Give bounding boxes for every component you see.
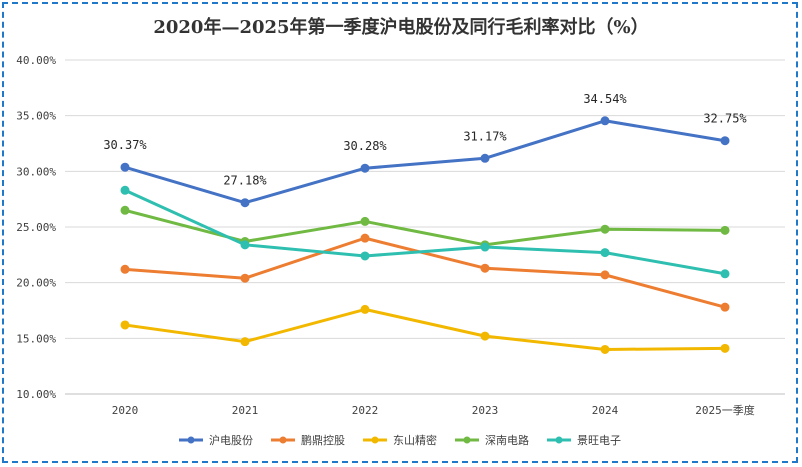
x-tick-label: 2023 <box>472 404 499 417</box>
legend-label: 沪电股份 <box>209 433 253 447</box>
series-5 <box>120 185 730 279</box>
data-point <box>120 320 130 330</box>
data-point <box>360 163 370 173</box>
data-point <box>120 185 130 195</box>
legend-item: 深南电路 <box>455 434 529 447</box>
data-point <box>120 162 130 172</box>
y-tick-label: 15.00% <box>16 332 56 345</box>
legend-marker <box>187 436 195 444</box>
x-tick-label: 2022 <box>352 404 379 417</box>
y-tick-label: 25.00% <box>16 221 56 234</box>
data-label: 34.54% <box>583 92 627 106</box>
y-axis-ticks: 10.00% 15.00% 20.00% 25.00% 30.00% 35.00% 40.0… <box>16 54 56 401</box>
gridlines <box>65 59 785 395</box>
data-label: 30.28% <box>343 139 387 153</box>
legend-marker <box>371 436 379 444</box>
data-point <box>480 263 490 273</box>
data-labels: 30.37% 27.18% 30.28% 31.17% 34.54% 32.75% <box>103 92 747 188</box>
series-3 <box>120 304 730 354</box>
data-point <box>480 242 490 252</box>
legend-marker <box>555 436 563 444</box>
x-tick-label: 2024 <box>592 404 619 417</box>
data-point <box>360 233 370 243</box>
data-point <box>720 225 730 235</box>
legend-label: 景旺电子 <box>577 434 621 447</box>
series-4 <box>120 205 730 250</box>
legend-item: 沪电股份 <box>179 433 253 447</box>
legend-item: 东山精密 <box>363 433 437 447</box>
legend-label: 东山精密 <box>393 433 437 447</box>
data-point <box>240 198 250 208</box>
y-tick-label: 20.00% <box>16 277 56 290</box>
data-label: 31.17% <box>463 129 507 143</box>
y-tick-label: 40.00% <box>16 54 56 67</box>
legend-item: 鹏鼎控股 <box>271 433 345 447</box>
y-tick-label: 35.00% <box>16 110 56 123</box>
series-1 <box>120 116 730 208</box>
data-point <box>480 153 490 163</box>
data-point <box>720 269 730 279</box>
y-tick-label: 10.00% <box>16 388 56 401</box>
series-line <box>123 208 727 247</box>
data-point <box>240 273 250 283</box>
data-label: 30.37% <box>103 138 147 152</box>
data-point <box>600 248 610 258</box>
series-line <box>123 119 727 205</box>
data-point <box>360 251 370 261</box>
data-point <box>120 205 130 215</box>
series-2 <box>120 233 730 312</box>
x-tick-label: 2021 <box>232 404 259 417</box>
data-point <box>600 344 610 354</box>
data-point <box>600 270 610 280</box>
legend-marker <box>463 436 471 444</box>
y-tick-label: 30.00% <box>16 165 56 178</box>
data-label: 32.75% <box>703 112 747 126</box>
chart-frame <box>2 2 798 463</box>
data-point <box>120 264 130 274</box>
data-point <box>720 302 730 312</box>
legend-marker <box>279 436 287 444</box>
series-lines <box>120 116 730 354</box>
x-tick-label: 2025一季度 <box>695 403 755 417</box>
data-point <box>720 136 730 146</box>
data-point <box>360 304 370 314</box>
data-point <box>600 224 610 234</box>
series-line <box>123 236 727 309</box>
legend-label: 深南电路 <box>485 434 529 447</box>
legend-label: 鹏鼎控股 <box>301 433 345 447</box>
data-point <box>240 337 250 347</box>
x-tick-label: 2020 <box>112 404 139 417</box>
legend: 沪电股份 鹏鼎控股 东山精密 深南电路 景旺电子 <box>179 433 621 447</box>
data-point <box>360 216 370 226</box>
data-label: 27.18% <box>223 174 267 188</box>
data-point <box>480 331 490 341</box>
data-point <box>720 343 730 353</box>
series-line <box>123 307 727 351</box>
data-point <box>240 240 250 250</box>
series-line <box>123 188 727 276</box>
data-point <box>600 116 610 126</box>
legend-item: 景旺电子 <box>547 434 621 447</box>
x-axis-ticks: 2020 2021 2022 2023 2024 2025一季度 <box>112 403 755 417</box>
chart-title: 2020年—2025年第一季度沪电股份及同行毛利率对比（%） <box>153 16 648 38</box>
